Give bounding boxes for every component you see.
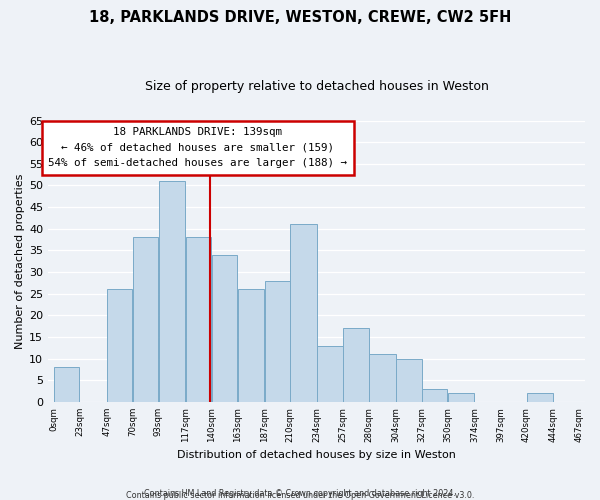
Bar bbox=[238, 290, 264, 402]
Y-axis label: Number of detached properties: Number of detached properties bbox=[15, 174, 25, 349]
Bar bbox=[212, 254, 237, 402]
Bar bbox=[54, 368, 79, 402]
Text: Contains public sector information licensed under the Open Government Licence v3: Contains public sector information licen… bbox=[126, 491, 474, 500]
Bar bbox=[343, 328, 368, 402]
Bar bbox=[133, 238, 158, 402]
Text: 18, PARKLANDS DRIVE, WESTON, CREWE, CW2 5FH: 18, PARKLANDS DRIVE, WESTON, CREWE, CW2 … bbox=[89, 10, 511, 25]
Bar bbox=[396, 358, 422, 402]
Bar bbox=[317, 346, 343, 402]
Bar bbox=[290, 224, 317, 402]
Bar bbox=[107, 290, 132, 402]
Bar bbox=[186, 238, 211, 402]
X-axis label: Distribution of detached houses by size in Weston: Distribution of detached houses by size … bbox=[177, 450, 456, 460]
Title: Size of property relative to detached houses in Weston: Size of property relative to detached ho… bbox=[145, 80, 488, 93]
Text: Contains HM Land Registry data © Crown copyright and database right 2024.: Contains HM Land Registry data © Crown c… bbox=[144, 488, 456, 498]
Bar bbox=[369, 354, 395, 402]
Bar bbox=[159, 181, 185, 402]
Bar bbox=[265, 280, 290, 402]
Bar bbox=[448, 394, 475, 402]
Bar bbox=[422, 389, 448, 402]
Text: 18 PARKLANDS DRIVE: 139sqm
← 46% of detached houses are smaller (159)
54% of sem: 18 PARKLANDS DRIVE: 139sqm ← 46% of deta… bbox=[49, 127, 347, 168]
Bar bbox=[527, 394, 553, 402]
